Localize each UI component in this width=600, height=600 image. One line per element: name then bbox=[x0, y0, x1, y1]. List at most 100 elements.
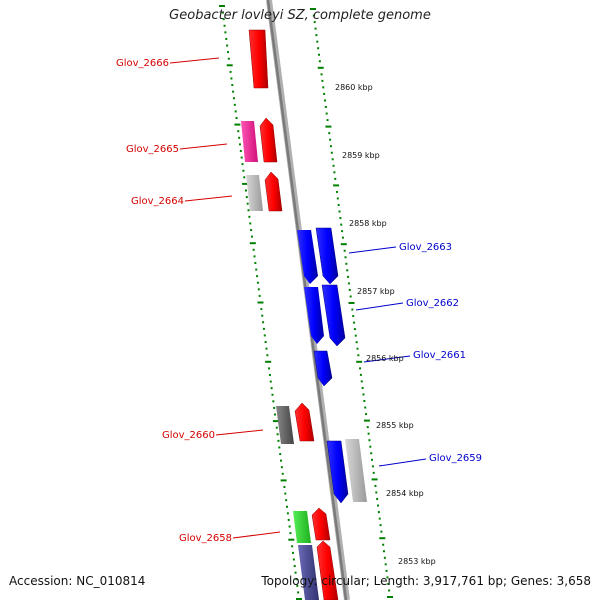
ruler-tick bbox=[316, 40, 319, 43]
gene-arrow-glov-2666[interactable] bbox=[248, 29, 269, 89]
ruler-tick bbox=[247, 209, 250, 212]
ruler-tick bbox=[383, 550, 386, 553]
ruler-tick bbox=[249, 222, 252, 225]
ruler-tick bbox=[278, 446, 281, 449]
ruler-tick bbox=[291, 545, 294, 548]
cog-box-glov-2664 bbox=[246, 175, 263, 211]
ruler-tick bbox=[240, 156, 243, 159]
gene-arrow-glov-2660[interactable] bbox=[294, 402, 315, 442]
gene-arrow-glov-2661[interactable] bbox=[313, 350, 333, 387]
ruler-tick bbox=[351, 308, 354, 311]
gene-arrow-glov-2658[interactable] bbox=[311, 507, 331, 541]
ruler-tick bbox=[227, 57, 230, 60]
ruler-tick bbox=[340, 243, 347, 246]
ruler-tick bbox=[255, 268, 258, 271]
ruler-tick bbox=[219, 5, 225, 7]
ruler-tick bbox=[338, 210, 341, 213]
gene-arrow-glov-2665[interactable] bbox=[259, 117, 278, 163]
ruler-tick bbox=[340, 223, 343, 226]
ruler-tick bbox=[295, 578, 298, 581]
cog-box-partial-bottom bbox=[298, 545, 319, 600]
ruler-tick bbox=[343, 249, 346, 252]
gene-label-glov-2658[interactable]: Glov_2658 bbox=[179, 533, 232, 544]
ruler-tick bbox=[297, 591, 300, 594]
gene-arrow-glov-2663[interactable] bbox=[315, 227, 339, 285]
ruler-tick bbox=[318, 60, 321, 63]
ruler-tick bbox=[356, 347, 359, 350]
ruler-tick bbox=[252, 248, 255, 251]
ruler-tick bbox=[272, 400, 275, 403]
right-dotted-ruler bbox=[310, 8, 393, 598]
scale-label-2856: 2856 kbp bbox=[366, 354, 404, 363]
ruler-tick bbox=[237, 130, 240, 133]
ruler-tick bbox=[256, 275, 259, 278]
ruler-tick bbox=[331, 158, 334, 161]
ruler-tick bbox=[226, 44, 229, 47]
gene-arrow-partial-bottom[interactable] bbox=[316, 540, 339, 600]
ruler-tick bbox=[242, 182, 249, 185]
gene-label-glov-2662[interactable]: Glov_2662 bbox=[406, 298, 459, 309]
ruler-tick bbox=[346, 269, 349, 272]
ruler-tick bbox=[341, 230, 344, 233]
ruler-tick bbox=[314, 27, 317, 30]
ruler-tick bbox=[349, 295, 352, 298]
scale-label-2858: 2858 kbp bbox=[349, 219, 387, 228]
ruler-tick bbox=[323, 92, 326, 95]
ruler-tick bbox=[359, 367, 362, 370]
kbp-scale-labels: 2860 kbp 2859 kbp 2858 kbp 2857 kbp 2856… bbox=[335, 83, 436, 566]
ruler-tick bbox=[285, 499, 288, 502]
ruler-tick bbox=[313, 21, 316, 24]
ruler-tick bbox=[325, 125, 332, 128]
ruler-tick bbox=[281, 472, 284, 475]
gene-label-glov-2666[interactable]: Glov_2666 bbox=[116, 58, 169, 69]
scale-label-2859: 2859 kbp bbox=[342, 151, 380, 160]
gene-label-glov-2661[interactable]: Glov_2661 bbox=[413, 350, 466, 361]
ruler-tick bbox=[320, 73, 323, 76]
ruler-tick bbox=[231, 84, 234, 87]
gene-label-glov-2664[interactable]: Glov_2664 bbox=[131, 196, 184, 207]
ruler-tick bbox=[353, 321, 356, 324]
ruler-tick bbox=[377, 511, 380, 514]
ruler-tick bbox=[333, 171, 336, 174]
ruler-tick bbox=[239, 149, 242, 152]
ruler-tick bbox=[272, 420, 279, 423]
ruler-tick bbox=[286, 505, 289, 508]
ruler-tick bbox=[335, 190, 338, 193]
ruler-tick bbox=[287, 518, 290, 521]
ruler-tick bbox=[387, 596, 393, 598]
ruler-tick bbox=[269, 380, 272, 383]
gene-label-glov-2665[interactable]: Glov_2665 bbox=[126, 144, 179, 155]
scale-label-2860: 2860 kbp bbox=[335, 83, 373, 92]
ruler-tick bbox=[243, 176, 246, 179]
ruler-tick bbox=[388, 589, 391, 592]
ruler-tick bbox=[233, 103, 236, 106]
ruler-tick bbox=[380, 530, 383, 533]
ruler-tick bbox=[326, 119, 329, 122]
ruler-tick bbox=[366, 426, 369, 429]
ruler-tick bbox=[292, 551, 295, 554]
gene-arrow-glov-2662[interactable] bbox=[321, 284, 346, 347]
ruler-tick bbox=[347, 275, 350, 278]
ruler-tick bbox=[379, 537, 386, 540]
ruler-tick bbox=[382, 543, 385, 546]
ruler-tick bbox=[263, 334, 266, 337]
ruler-tick bbox=[386, 576, 389, 579]
gene-label-glov-2660[interactable]: Glov_2660 bbox=[162, 430, 215, 441]
gene-label-glov-2663[interactable]: Glov_2663 bbox=[399, 242, 452, 253]
ruler-tick bbox=[264, 341, 267, 344]
ruler-tick bbox=[317, 53, 320, 56]
ruler-tick bbox=[280, 466, 283, 469]
topology-text: Topology: circular; Length: 3,917,761 bp… bbox=[261, 574, 591, 588]
ruler-tick bbox=[254, 261, 257, 264]
gene-label-glov-2659[interactable]: Glov_2659 bbox=[429, 453, 482, 464]
gene-arrow-glov-2659[interactable] bbox=[326, 440, 349, 504]
ruler-tick bbox=[292, 558, 295, 561]
ruler-tick bbox=[325, 112, 328, 115]
ruler-tick bbox=[361, 386, 364, 389]
ruler-tick bbox=[262, 327, 265, 330]
ruler-tick bbox=[296, 584, 299, 587]
gene-arrow-glov-2664[interactable] bbox=[264, 171, 283, 212]
ruler-tick bbox=[229, 70, 232, 73]
scale-label-2857: 2857 kbp bbox=[357, 287, 395, 296]
genome-title: Geobacter lovleyi SZ, complete genome bbox=[169, 8, 431, 23]
